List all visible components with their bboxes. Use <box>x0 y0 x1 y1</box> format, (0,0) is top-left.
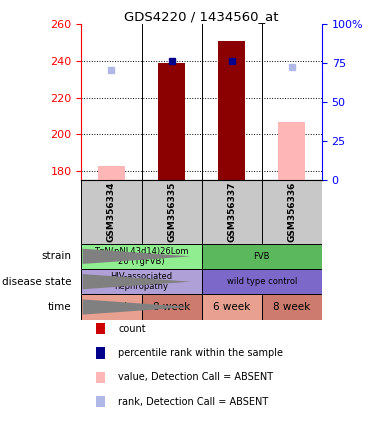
Text: 8 week: 8 week <box>273 302 310 312</box>
Text: TgN(pNL43d14)26Lom
26 (TgFVB): TgN(pNL43d14)26Lom 26 (TgFVB) <box>94 246 189 266</box>
Text: disease state: disease state <box>2 277 72 287</box>
Text: wild type control: wild type control <box>226 277 297 286</box>
Bar <box>98 166 125 180</box>
Bar <box>142 294 202 320</box>
Text: count: count <box>118 324 146 333</box>
Text: GSM356335: GSM356335 <box>167 182 176 242</box>
Text: GSM356336: GSM356336 <box>287 182 296 242</box>
Polygon shape <box>83 299 191 315</box>
Bar <box>202 294 262 320</box>
Text: 8 week: 8 week <box>153 302 190 312</box>
Bar <box>142 180 202 244</box>
Bar <box>158 63 185 180</box>
Bar <box>81 269 202 294</box>
Text: 6 week: 6 week <box>93 302 130 312</box>
Text: GSM356334: GSM356334 <box>107 182 116 242</box>
Text: strain: strain <box>42 251 72 262</box>
Bar <box>81 294 142 320</box>
Bar <box>81 244 202 269</box>
Bar <box>262 294 322 320</box>
Bar <box>81 180 142 244</box>
Polygon shape <box>83 249 191 264</box>
Bar <box>202 244 322 269</box>
Text: HIV-associated
nephropathy: HIV-associated nephropathy <box>111 272 172 291</box>
Bar <box>278 122 305 180</box>
Text: value, Detection Call = ABSENT: value, Detection Call = ABSENT <box>118 373 273 382</box>
Polygon shape <box>83 274 191 289</box>
Bar <box>202 180 262 244</box>
Text: rank, Detection Call = ABSENT: rank, Detection Call = ABSENT <box>118 397 269 407</box>
Text: GSM356337: GSM356337 <box>227 182 236 242</box>
Bar <box>262 180 322 244</box>
Text: 6 week: 6 week <box>213 302 250 312</box>
Text: FVB: FVB <box>253 252 270 261</box>
Text: percentile rank within the sample: percentile rank within the sample <box>118 348 283 358</box>
Bar <box>218 41 245 180</box>
Text: time: time <box>48 302 72 312</box>
Bar <box>202 269 322 294</box>
Title: GDS4220 / 1434560_at: GDS4220 / 1434560_at <box>124 10 279 23</box>
